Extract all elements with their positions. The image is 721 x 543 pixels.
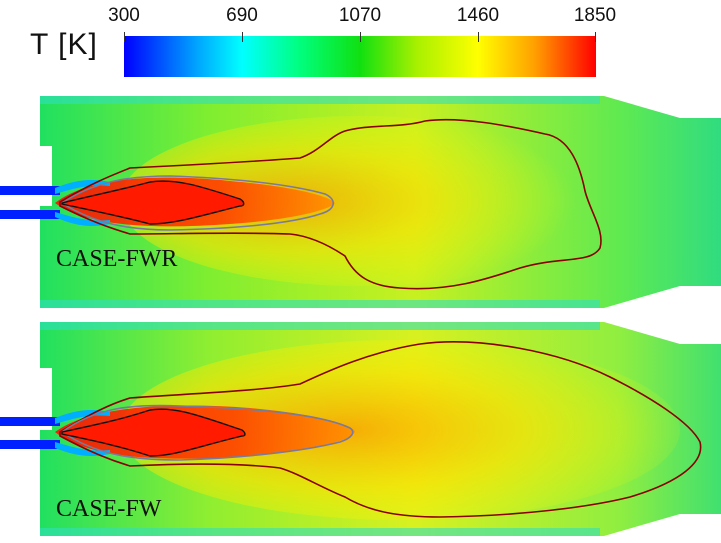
colorbar-tick-mark [360, 32, 361, 42]
temperature-contour-panel-fw: CASE-FW [0, 322, 721, 536]
colorbar-tick-mark [478, 32, 479, 42]
colorbar-tick-mark [242, 32, 243, 42]
colorbar-tick-label: 300 [108, 5, 140, 26]
warm-zone [120, 116, 600, 286]
colorbar-tick-label: 690 [226, 5, 258, 26]
isoline-inner [61, 180, 245, 225]
colorbar-gradient [124, 36, 596, 77]
inlet-jet-lower [0, 210, 60, 219]
colorbar-tick-label: 1850 [573, 5, 617, 26]
case-label: CASE-FWR [56, 246, 178, 272]
isoline-mid [60, 175, 334, 231]
case-label: CASE-FW [56, 496, 162, 522]
inlet-jet-lower [0, 440, 60, 449]
warm-zone [120, 340, 680, 520]
colorbar-tick-mark [595, 32, 596, 42]
inlet-jet-upper [0, 417, 60, 426]
colorbar-title: T [K] [30, 28, 98, 61]
isoline-mid [60, 404, 354, 461]
isoline-outer [59, 341, 702, 518]
colorbar-tick-mark [124, 32, 125, 42]
colorbar-tick-label: 1070 [338, 5, 382, 26]
inlet-jet-upper [0, 186, 60, 195]
colorbar-tick-label: 1460 [456, 5, 500, 26]
temperature-contour-panel-fwr: CASE-FWR [0, 96, 721, 308]
isoline-inner [61, 408, 246, 457]
isoline-outer [59, 118, 602, 290]
